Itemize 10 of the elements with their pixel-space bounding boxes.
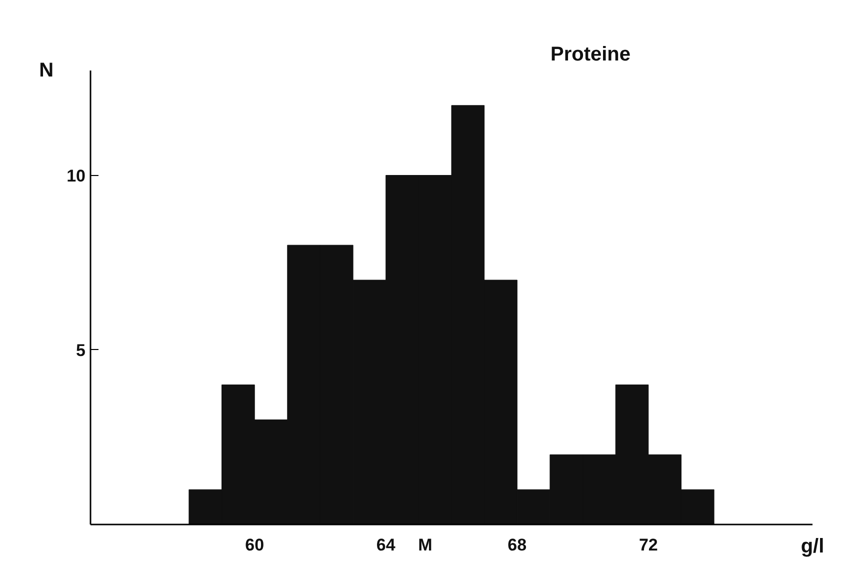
x-tick-label: M	[418, 536, 432, 554]
y-tick-label: 10	[66, 166, 86, 186]
x-tick-label: 68	[508, 536, 527, 554]
x-tick-label: 72	[638, 536, 658, 554]
x-tick-label: 64	[376, 536, 396, 554]
x-tick-label: 60	[245, 536, 264, 554]
x-axis-title: g/l	[800, 536, 824, 558]
chart-title: Proteine	[550, 44, 631, 66]
y-tick-label: 5	[76, 340, 86, 360]
y-axis-title: N	[39, 60, 54, 82]
